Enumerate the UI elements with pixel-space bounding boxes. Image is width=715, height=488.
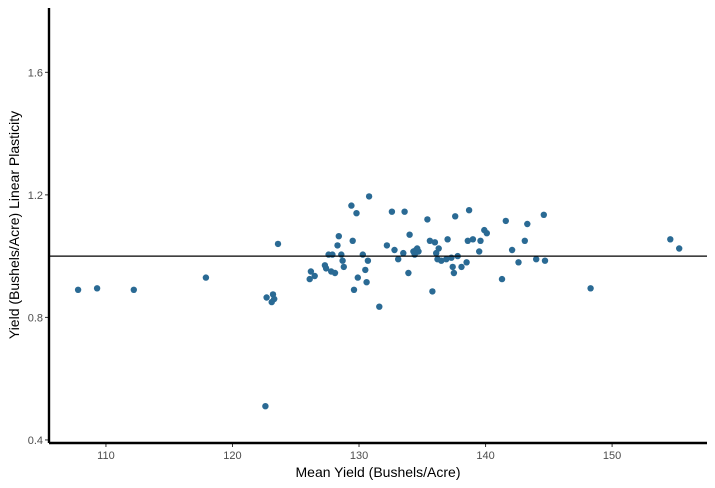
data-point-72 xyxy=(498,275,506,283)
data-point-23 xyxy=(340,263,347,271)
y-tick-label-1.2: 1.2 xyxy=(28,190,43,202)
x-axis-ticks: 110 120 130 140 150 xyxy=(97,443,621,462)
data-point-20 xyxy=(335,233,342,240)
data-point-83 xyxy=(676,245,683,252)
data-point-26 xyxy=(350,286,358,293)
data-point-29 xyxy=(359,251,366,258)
data-point-37 xyxy=(391,246,398,254)
data-point-27 xyxy=(353,210,360,217)
data-point-56 xyxy=(443,256,450,263)
data-point-22 xyxy=(339,257,346,264)
data-point-51 xyxy=(431,239,439,246)
data-point-35 xyxy=(383,242,391,249)
data-point-63 xyxy=(458,263,465,271)
data-point-18 xyxy=(331,269,339,277)
data-point-60 xyxy=(450,269,458,277)
data-point-32 xyxy=(364,257,372,264)
data-point-61 xyxy=(452,213,459,220)
data-point-69 xyxy=(477,237,484,244)
data-point-30 xyxy=(362,266,369,274)
data-point-38 xyxy=(395,256,402,263)
data-point-59 xyxy=(449,263,456,271)
x-tick-label-130: 130 xyxy=(350,450,368,462)
data-point-80 xyxy=(541,257,549,264)
data-point-47 xyxy=(415,248,422,255)
data-point-40 xyxy=(401,208,408,215)
data-point-8 xyxy=(271,295,278,303)
x-tick-label-120: 120 xyxy=(223,450,241,462)
points-layer xyxy=(74,193,683,410)
data-point-11 xyxy=(307,268,315,275)
y-tick-label-0.4: 0.4 xyxy=(28,435,43,447)
data-point-12 xyxy=(311,272,318,280)
data-point-65 xyxy=(464,237,471,244)
data-point-54 xyxy=(435,245,442,252)
y-tick-label-0.8: 0.8 xyxy=(28,312,43,324)
data-point-14 xyxy=(322,265,330,272)
data-point-68 xyxy=(476,248,483,255)
x-axis-title: Mean Yield (Bushels/Acre) xyxy=(296,464,461,480)
data-point-49 xyxy=(426,237,434,244)
data-point-31 xyxy=(363,279,370,286)
data-point-33 xyxy=(365,193,373,200)
data-point-25 xyxy=(349,237,356,244)
data-point-9 xyxy=(274,240,282,248)
data-point-34 xyxy=(376,303,383,310)
data-point-21 xyxy=(338,251,345,258)
y-axis-title: Yield (Bushels/Acre) Linear Plasticity xyxy=(6,111,22,339)
data-point-76 xyxy=(521,237,528,244)
data-point-3 xyxy=(202,274,210,281)
data-point-73 xyxy=(502,217,509,225)
data-point-36 xyxy=(388,208,396,215)
data-point-17 xyxy=(329,251,336,258)
data-point-24 xyxy=(348,202,355,209)
data-point-1 xyxy=(93,285,101,292)
data-point-67 xyxy=(469,236,477,243)
data-point-39 xyxy=(400,249,407,257)
data-point-58 xyxy=(448,254,455,261)
data-point-57 xyxy=(444,236,451,243)
data-point-48 xyxy=(424,216,431,223)
data-point-0 xyxy=(74,286,82,293)
data-point-79 xyxy=(540,211,547,218)
data-point-19 xyxy=(334,242,341,249)
data-point-78 xyxy=(533,256,540,263)
y-tick-label-1.6: 1.6 xyxy=(28,67,43,79)
data-point-71 xyxy=(483,230,490,237)
x-tick-label-110: 110 xyxy=(97,450,115,462)
data-point-4 xyxy=(262,403,269,410)
data-point-10 xyxy=(306,275,313,283)
data-point-81 xyxy=(587,285,594,292)
data-point-50 xyxy=(429,288,436,295)
data-point-41 xyxy=(405,269,412,277)
data-point-66 xyxy=(465,207,473,214)
data-point-5 xyxy=(263,294,270,301)
data-point-2 xyxy=(130,286,137,293)
data-point-75 xyxy=(515,259,522,266)
x-tick-label-140: 140 xyxy=(476,450,494,462)
data-point-55 xyxy=(438,257,445,264)
data-point-82 xyxy=(667,236,674,243)
x-tick-label-150: 150 xyxy=(603,450,621,462)
data-point-77 xyxy=(524,220,531,228)
data-point-64 xyxy=(463,259,470,266)
y-axis-ticks: 0.4 0.8 1.2 1.6 xyxy=(28,67,49,447)
data-point-42 xyxy=(406,231,413,238)
data-point-28 xyxy=(354,274,361,281)
data-point-74 xyxy=(508,246,516,254)
